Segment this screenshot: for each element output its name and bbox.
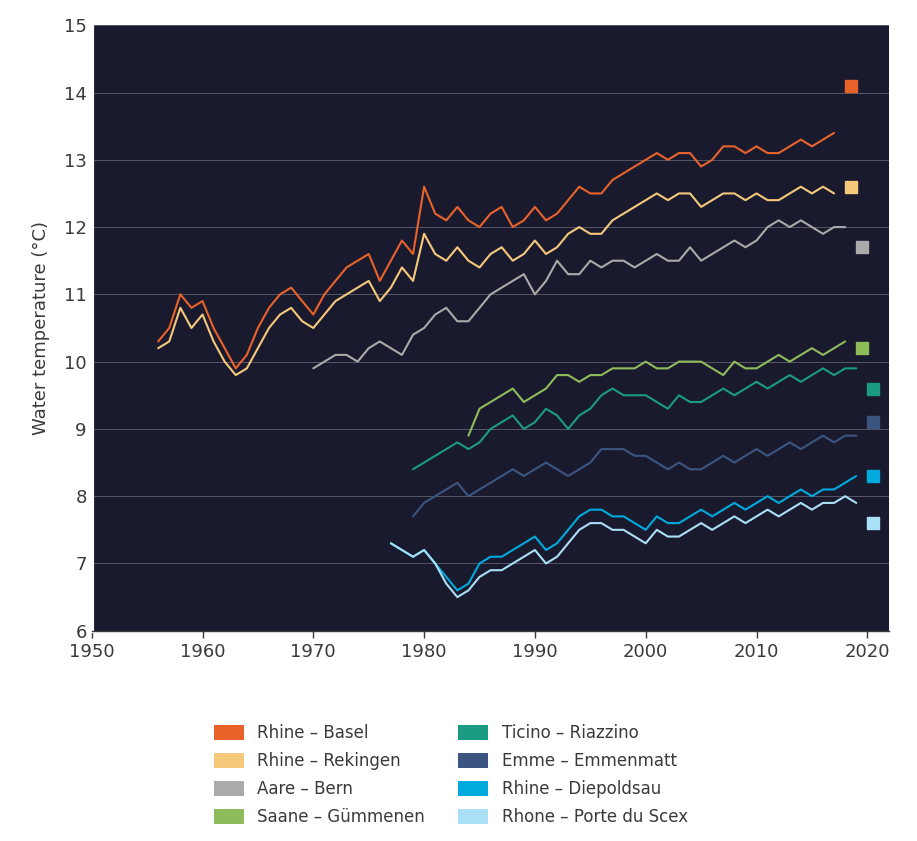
Legend: Rhine – Basel, Rhine – Rekingen, Aare – Bern, Saane – Gümmenen, Ticino – Riazzin: Rhine – Basel, Rhine – Rekingen, Aare – … bbox=[207, 718, 694, 833]
Y-axis label: Water temperature (°C): Water temperature (°C) bbox=[32, 221, 50, 435]
